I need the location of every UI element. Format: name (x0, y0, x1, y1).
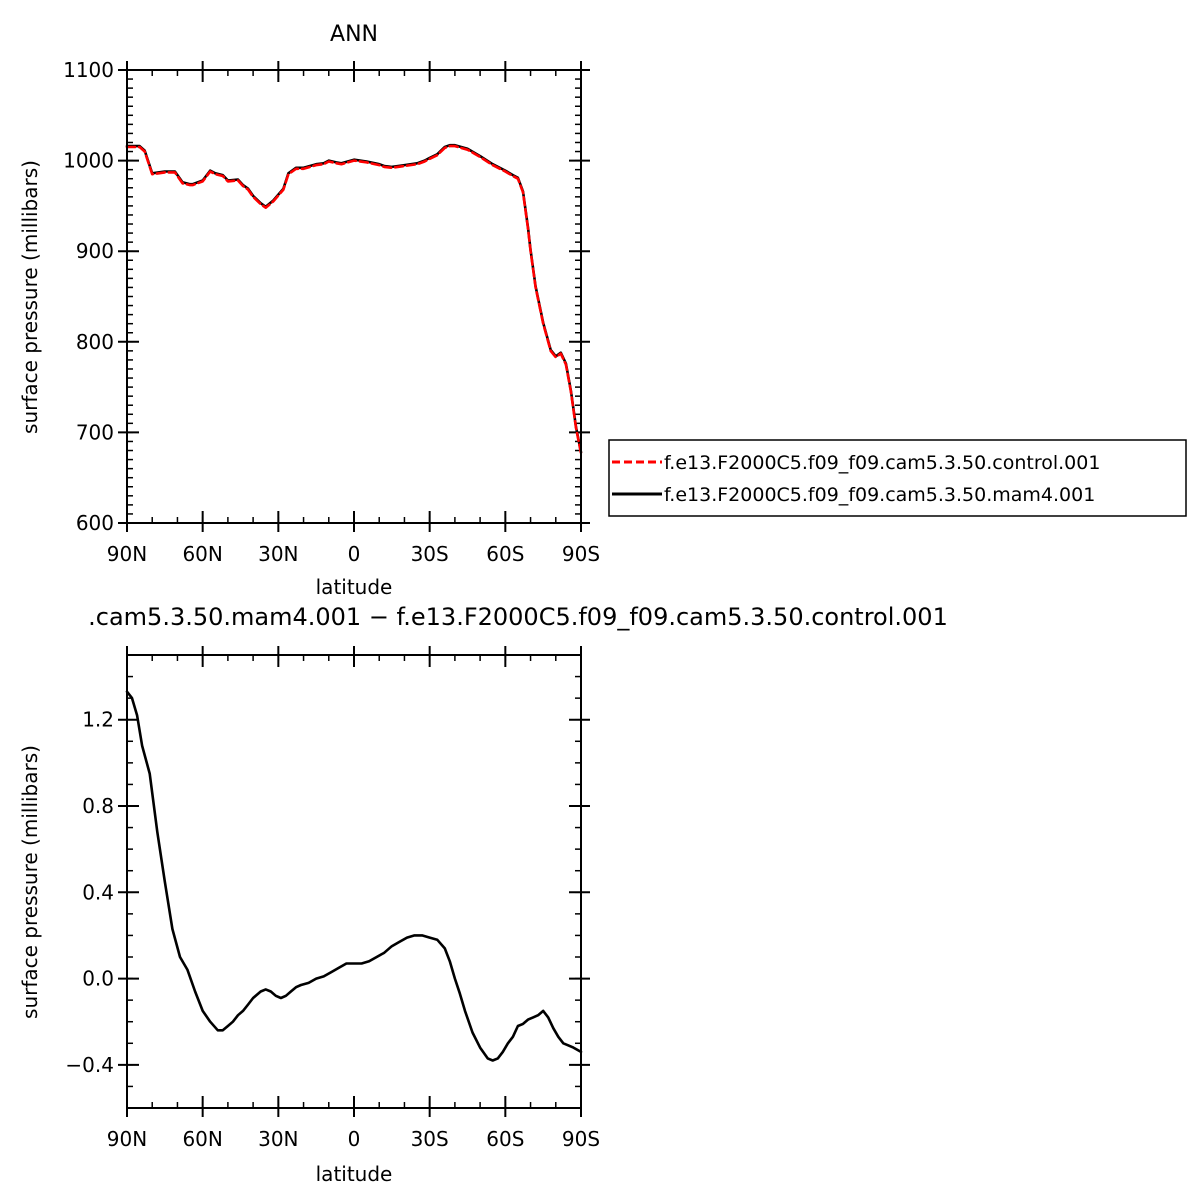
top-panel-frame (126, 69, 582, 524)
top-panel: ANN 90N 60N 30N 0 30S 60S 90S 600 700 800 900 1000 1… (18, 22, 600, 599)
top-panel-ylabel: surface pressure (millibars) (18, 160, 42, 434)
legend: f.e13.F2000C5.f09_f09.cam5.3.50.control.… (608, 439, 1187, 517)
y-tick-label: −0.4 (65, 1053, 114, 1077)
x-tick-label: 60N (182, 542, 222, 566)
y-tick-label: 1100 (63, 58, 114, 82)
legend-label-mam4: f.e13.F2000C5.f09_f09.cam5.3.50.mam4.001 (664, 484, 1095, 506)
x-tick-label: 90N (107, 1127, 147, 1151)
x-tick-label: 90N (107, 542, 147, 566)
legend-label-control: f.e13.F2000C5.f09_f09.cam5.3.50.control.… (664, 452, 1100, 474)
bottom-panel-series (125, 690, 583, 1062)
x-tick-label: 0 (348, 542, 361, 566)
y-tick-label: 1000 (63, 149, 114, 173)
x-tick-label: 60N (182, 1127, 222, 1151)
bottom-panel-xlabel: latitude (316, 1162, 393, 1186)
x-tick-label: 90S (562, 542, 600, 566)
series-line-difference (125, 690, 583, 1062)
series-line-control (125, 144, 583, 455)
top-panel-series (125, 143, 583, 455)
x-tick-label: 30N (258, 1127, 298, 1151)
bottom-panel: .cam5.3.50.mam4.001 − f.e13.F2000C5.f09_… (18, 603, 948, 1186)
x-tick-label: 30N (258, 542, 298, 566)
y-tick-label: 800 (76, 330, 114, 354)
x-tick-label: 60S (486, 542, 524, 566)
y-tick-label: 0.4 (82, 880, 114, 904)
top-panel-title: ANN (330, 22, 378, 47)
y-tick-label: 700 (76, 420, 114, 444)
y-tick-label: 900 (76, 239, 114, 263)
bottom-panel-frame (126, 654, 582, 1109)
y-tick-label: 0.0 (82, 967, 114, 991)
x-tick-label: 60S (486, 1127, 524, 1151)
x-tick-label: 90S (562, 1127, 600, 1151)
x-tick-label: 30S (411, 542, 449, 566)
top-panel-xlabel: latitude (316, 575, 393, 599)
x-tick-label: 0 (348, 1127, 361, 1151)
top-panel-tick-labels: 90N 60N 30N 0 30S 60S 90S 600 700 800 900 1000 1100 (63, 58, 600, 566)
bottom-panel-title: .cam5.3.50.mam4.001 − f.e13.F2000C5.f09_… (88, 603, 948, 631)
bottom-panel-ylabel: surface pressure (millibars) (18, 745, 42, 1019)
legend-box (608, 439, 1187, 517)
y-tick-label: 600 (76, 511, 114, 535)
bottom-panel-tick-labels: 90N 60N 30N 0 30S 60S 90S −0.4 0.0 0.4 0.8 1.2 (65, 708, 600, 1151)
y-tick-label: 0.8 (82, 794, 114, 818)
x-tick-label: 30S (411, 1127, 449, 1151)
y-tick-label: 1.2 (82, 708, 114, 732)
